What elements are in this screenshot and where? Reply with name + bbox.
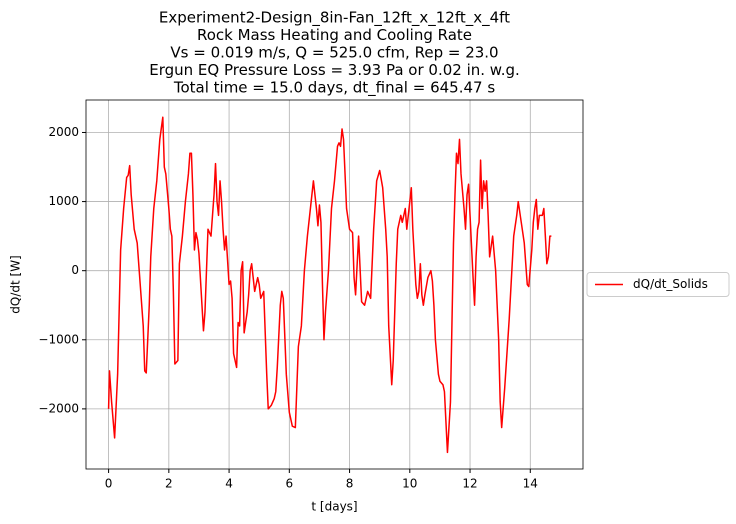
x-tick-label: 0 <box>105 477 113 491</box>
chart-title: Ergun EQ Pressure Loss = 3.93 Pa or 0.02… <box>149 61 520 79</box>
x-tick-label: 2 <box>165 477 173 491</box>
y-tick-label: 1000 <box>48 194 79 208</box>
chart-title: Total time = 15.0 days, dt_final = 645.4… <box>173 79 495 98</box>
y-axis-label: dQ/dt [W] <box>9 255 23 313</box>
legend-box <box>586 272 730 297</box>
legend-label: dQ/dt_Solids <box>633 277 708 291</box>
x-tick-label: 8 <box>346 477 354 491</box>
x-tick-label: 12 <box>462 477 477 491</box>
y-tick-label: 2000 <box>48 125 79 139</box>
y-tick-label: 0 <box>71 263 79 277</box>
x-axis-label: t [days] <box>311 500 357 514</box>
x-tick-label: 4 <box>225 477 233 491</box>
x-tick-label: 14 <box>523 477 538 491</box>
x-tick-label: 10 <box>402 477 417 491</box>
chart-title: Rock Mass Heating and Cooling Rate <box>197 26 472 44</box>
y-tick-label: −2000 <box>38 401 79 415</box>
chart-title: Experiment2-Design_8in-Fan_12ft_x_12ft_x… <box>159 9 510 28</box>
x-tick-label: 6 <box>285 477 293 491</box>
data-line <box>107 116 552 454</box>
chart-title: Vs = 0.019 m/s, Q = 525.0 cfm, Rep = 23.… <box>170 44 498 62</box>
y-tick-label: −1000 <box>38 332 79 346</box>
plot-frame <box>85 99 584 470</box>
